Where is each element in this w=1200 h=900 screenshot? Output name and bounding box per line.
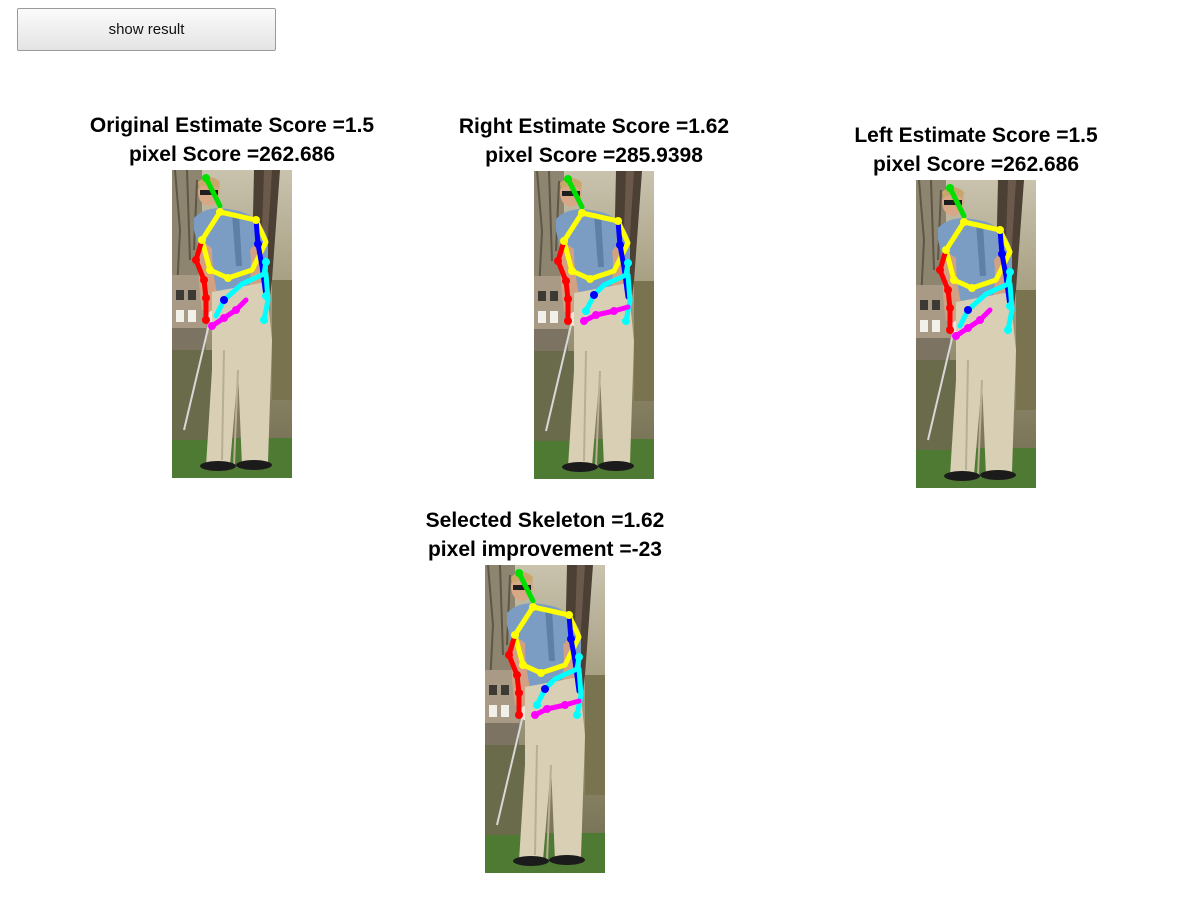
right-pixel-score: pixel Score =285.9398 (485, 144, 703, 167)
pose-joints-original (192, 174, 270, 330)
right-estimate-score: Right Estimate Score =1.62 (458, 115, 730, 138)
show-result-button[interactable]: show result (17, 8, 276, 51)
left-estimate-title: Left Estimate Score =1.5 pixel Score =26… (796, 121, 1156, 179)
left-estimate-image (916, 180, 1036, 488)
pose-skeleton-left (937, 185, 1015, 339)
left-pixel-score: pixel Score =262.686 (872, 153, 1080, 176)
right-estimate-title: Right Estimate Score =1.62 pixel Score =… (414, 112, 774, 170)
original-estimate-title: Original Estimate Score =1.5 pixel Score… (52, 111, 412, 169)
selected-skeleton-title: Selected Skeleton =1.62 pixel improvemen… (365, 506, 725, 564)
left-estimate-score: Left Estimate Score =1.5 (854, 124, 1098, 147)
pose-joints-right (554, 175, 632, 325)
original-estimate-image (172, 170, 292, 478)
selected-skeleton-image (485, 565, 605, 873)
pose-joints-left (936, 184, 1014, 340)
right-estimate-image (534, 171, 654, 479)
original-pixel-score: pixel Score =262.686 (128, 143, 336, 166)
selected-pixel-improvement: pixel improvement =-23 (427, 538, 662, 561)
pose-joints-selected (505, 569, 583, 719)
selected-skeleton-score: Selected Skeleton =1.62 (425, 509, 665, 532)
original-estimate-score: Original Estimate Score =1.5 (89, 114, 375, 137)
